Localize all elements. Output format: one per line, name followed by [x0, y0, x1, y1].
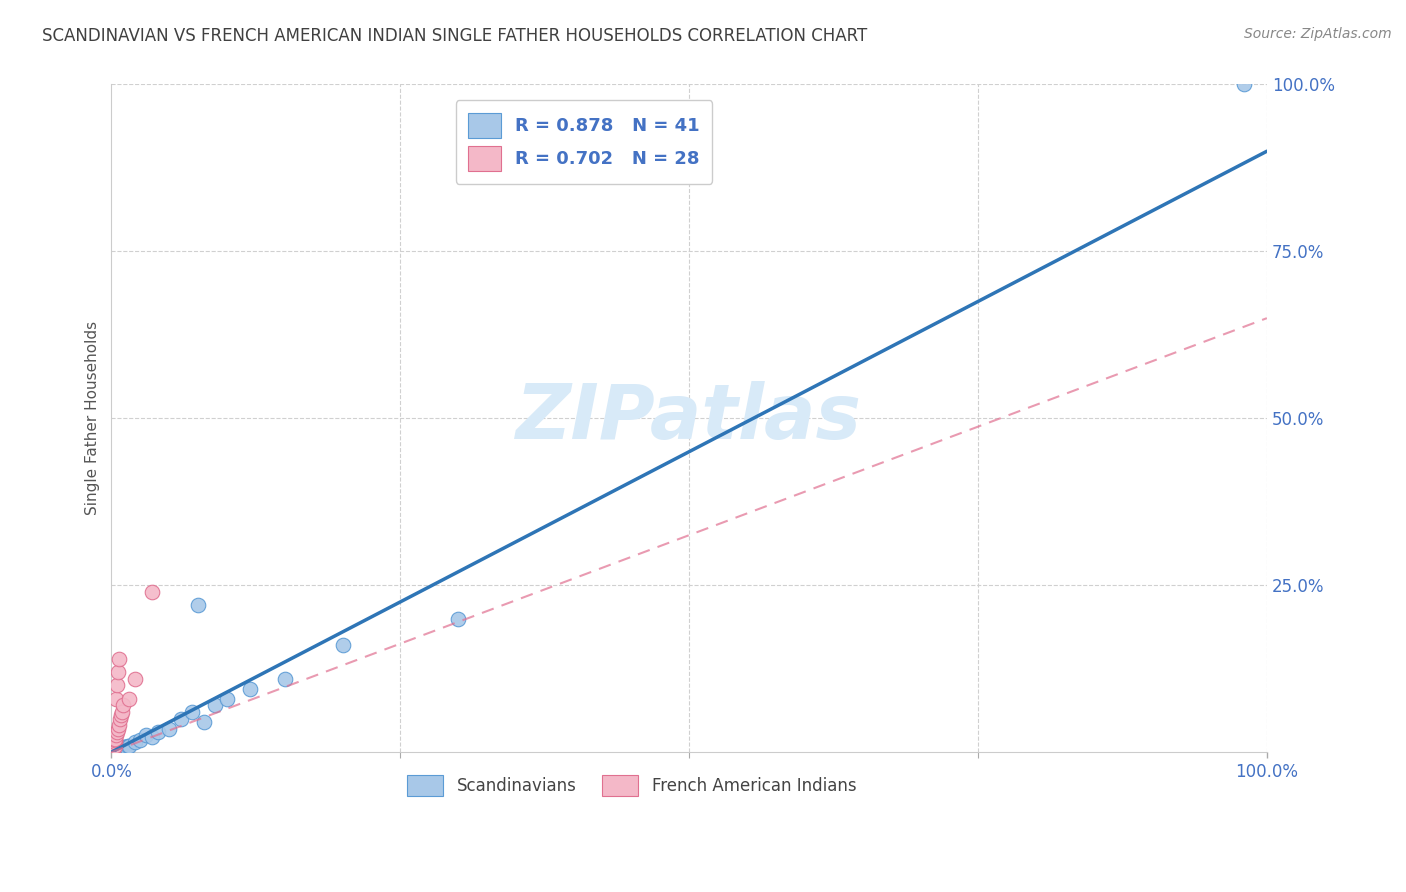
Point: [110, 741, 132, 756]
Point: [105, 691, 128, 706]
Point: [101, 745, 124, 759]
Text: Source: ZipAtlas.com: Source: ZipAtlas.com: [1244, 27, 1392, 41]
Point: [104, 739, 127, 753]
Legend: Scandinavians, French American Indians: Scandinavians, French American Indians: [398, 767, 865, 804]
Point: [193, 715, 215, 730]
Point: [124, 735, 146, 749]
Point: [181, 705, 204, 719]
Point: [108, 718, 131, 732]
Point: [111, 741, 134, 756]
Point: [114, 740, 136, 755]
Text: SCANDINAVIAN VS FRENCH AMERICAN INDIAN SINGLE FATHER HOUSEHOLDS CORRELATION CHAR: SCANDINAVIAN VS FRENCH AMERICAN INDIAN S…: [42, 27, 868, 45]
Point: [110, 741, 132, 756]
Point: [107, 665, 129, 679]
Point: [146, 725, 169, 739]
Point: [141, 731, 163, 745]
Point: [1233, 78, 1256, 92]
Point: [105, 743, 128, 757]
Point: [101, 741, 124, 756]
Point: [129, 733, 152, 747]
Point: [103, 744, 125, 758]
Point: [141, 585, 163, 599]
Point: [108, 742, 131, 756]
Point: [104, 729, 127, 743]
Point: [101, 735, 124, 749]
Point: [111, 740, 134, 755]
Point: [108, 742, 131, 756]
Point: [447, 612, 470, 626]
Text: ZIPatlas: ZIPatlas: [516, 381, 862, 455]
Point: [104, 744, 127, 758]
Point: [118, 739, 141, 753]
Point: [110, 708, 132, 723]
Point: [112, 740, 135, 755]
Point: [215, 691, 238, 706]
Y-axis label: Single Father Households: Single Father Households: [86, 321, 100, 516]
Point: [101, 741, 124, 756]
Point: [204, 698, 226, 713]
Point: [105, 744, 128, 758]
Point: [124, 672, 146, 686]
Point: [104, 735, 127, 749]
Point: [108, 651, 131, 665]
Point: [107, 743, 129, 757]
Point: [332, 638, 354, 652]
Point: [108, 712, 131, 726]
Point: [105, 678, 128, 692]
Point: [104, 744, 127, 758]
Point: [101, 743, 124, 757]
Point: [274, 672, 297, 686]
Point: [101, 742, 124, 756]
Point: [239, 681, 262, 696]
Point: [118, 691, 141, 706]
Point: [104, 733, 127, 747]
Point: [187, 599, 209, 613]
Point: [103, 744, 125, 758]
Point: [107, 722, 129, 736]
Point: [157, 722, 180, 736]
Point: [111, 741, 134, 756]
Point: [111, 705, 134, 719]
Point: [104, 731, 127, 746]
Point: [115, 739, 138, 754]
Point: [111, 698, 134, 713]
Point: [105, 725, 128, 739]
Point: [107, 743, 129, 757]
Point: [103, 739, 125, 753]
Point: [103, 739, 125, 754]
Point: [103, 740, 125, 755]
Point: [135, 729, 157, 743]
Point: [103, 737, 125, 751]
Point: [101, 744, 124, 758]
Point: [108, 742, 131, 756]
Point: [170, 712, 193, 726]
Point: [117, 739, 139, 754]
Point: [105, 743, 128, 757]
